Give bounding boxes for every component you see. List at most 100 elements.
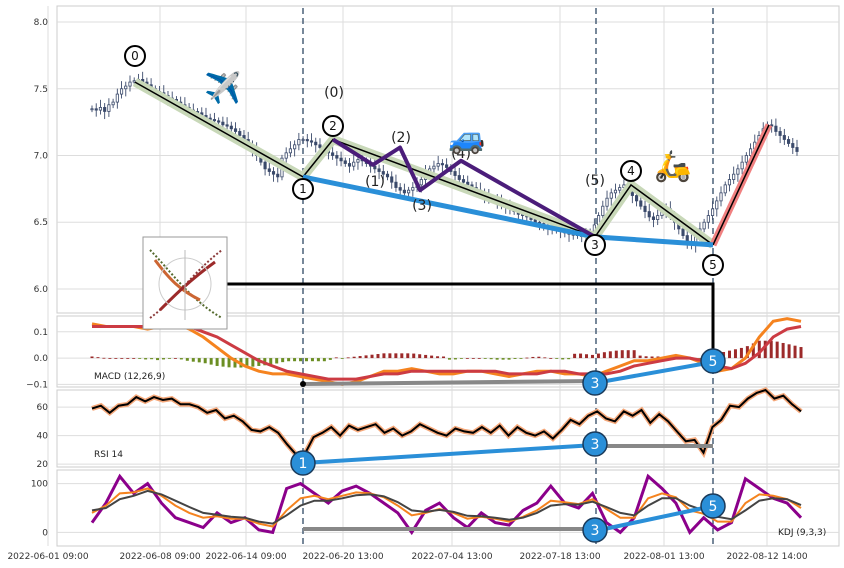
- x-tick-label: 2022-08-12 14:00: [726, 552, 807, 562]
- candle-body: [601, 205, 605, 216]
- candle-body: [651, 216, 656, 220]
- macd-histogram-bar: [620, 350, 624, 359]
- price-y-tick-label: 8.0: [34, 18, 49, 28]
- macd-histogram-bar: [185, 358, 189, 361]
- macd-histogram-bar: [543, 357, 547, 359]
- x-tick-label: 2022-06-08 09:00: [119, 552, 200, 562]
- panel-frames: [56, 5, 840, 547]
- divergence-circle-label: 3: [591, 523, 600, 539]
- macd-histogram-bar: [269, 358, 273, 365]
- macd-histogram-bar: [799, 347, 803, 359]
- candle-body: [212, 119, 216, 122]
- macd-histogram-bar: [602, 352, 606, 359]
- macd-histogram-bar: [501, 358, 505, 360]
- candle-body: [702, 221, 706, 230]
- kdj-trend-line: [594, 504, 714, 533]
- car-icon: 🚙: [448, 121, 485, 156]
- price-y-tick-label: 6.5: [34, 218, 48, 228]
- macd-histogram-bar: [102, 357, 106, 359]
- x-tick-label: 2022-06-14 09:00: [205, 552, 286, 562]
- macd-trend-line: [594, 360, 714, 385]
- candle-body: [381, 171, 385, 175]
- sub-wave-line: [331, 137, 596, 239]
- candle-body: [98, 107, 103, 111]
- macd-histogram-bar: [197, 358, 201, 363]
- macd-point: [300, 381, 306, 387]
- macd-label: MACD (12,26,9): [94, 372, 165, 382]
- candle-body: [791, 143, 795, 148]
- candle-body: [618, 187, 622, 191]
- divergence-circle: [700, 348, 726, 374]
- candle-body: [778, 131, 782, 136]
- macd-histogram-bar: [328, 358, 332, 360]
- macd-histogram-bar: [644, 356, 648, 359]
- divergence-circle-label: 5: [709, 499, 718, 515]
- macd-histogram-bar: [757, 340, 761, 359]
- macd-histogram-bar: [233, 358, 237, 368]
- macd-histogram-bar: [555, 358, 559, 359]
- candle-body: [398, 187, 402, 191]
- candle-body: [466, 181, 470, 186]
- candle-body: [786, 139, 791, 144]
- candle-body: [217, 120, 221, 123]
- macd-histogram-bar: [632, 350, 636, 359]
- candle-body: [533, 219, 537, 223]
- macd-histogram-bar: [489, 358, 493, 360]
- macd-histogram-bar: [459, 358, 463, 359]
- candle-body: [297, 139, 301, 146]
- macd-histogram-bar: [430, 355, 434, 359]
- candle-body: [440, 163, 444, 166]
- candle-body: [377, 168, 381, 172]
- macd-histogram-bar: [519, 358, 523, 359]
- macd-histogram-bar: [787, 344, 791, 359]
- macd-histogram-bar: [436, 356, 440, 359]
- candle-body: [394, 181, 398, 188]
- macd-histogram-bar: [376, 354, 380, 359]
- candle-body: [715, 200, 719, 210]
- macd-histogram-bar: [447, 358, 451, 360]
- divergence-circle: [582, 431, 608, 457]
- macd-histogram-bar: [424, 354, 428, 359]
- divergence-circle-label: 1: [299, 456, 308, 472]
- divergence-circle-label: 3: [591, 376, 600, 392]
- macd-histogram-bar: [590, 354, 594, 359]
- macd-histogram-bar: [561, 358, 565, 360]
- scooter-icon: 🛵: [654, 149, 691, 184]
- x-tick-label: 2022-07-18 13:00: [519, 552, 600, 562]
- macd-histogram-bar: [567, 358, 571, 360]
- candle-body: [128, 81, 132, 87]
- macd-y-tick-label: −0.1: [26, 380, 48, 390]
- annotation-overlay: 3 5 1 3 3 5: [290, 348, 726, 543]
- wave-line: [134, 81, 714, 246]
- divergence-circle-label: 5: [709, 354, 718, 370]
- macd-histogram-bar: [626, 350, 630, 359]
- candle-body: [795, 147, 799, 152]
- rally-line: [712, 124, 770, 246]
- candle-body: [605, 197, 609, 207]
- candle-body: [719, 192, 723, 202]
- macd-histogram-bar: [304, 358, 308, 362]
- macd-histogram-bar: [513, 358, 517, 359]
- macd-histogram-bar: [388, 353, 392, 359]
- candle-body: [288, 148, 292, 154]
- macd-histogram-bar: [310, 358, 314, 362]
- candle-body: [419, 179, 423, 186]
- sub-wave-label: (4): [451, 146, 471, 162]
- candle-body: [225, 124, 229, 127]
- candle-body: [271, 171, 276, 175]
- sub-wave-label: (0): [324, 85, 344, 101]
- x-tick-label: 2022-06-20 13:00: [302, 552, 383, 562]
- macd-histogram-bar: [733, 349, 737, 359]
- candle-body: [402, 189, 406, 194]
- candle-body: [732, 173, 736, 180]
- macd-histogram-bar: [763, 340, 767, 359]
- macd-histogram-bar: [745, 346, 749, 359]
- macd-histogram-bar: [90, 356, 94, 359]
- candle-body: [267, 168, 271, 172]
- candle-body: [301, 139, 305, 141]
- wave-circle: [124, 45, 146, 67]
- candle-body: [635, 195, 639, 202]
- macd-histogram-bar: [352, 356, 356, 359]
- price-panel-frame: [56, 5, 840, 314]
